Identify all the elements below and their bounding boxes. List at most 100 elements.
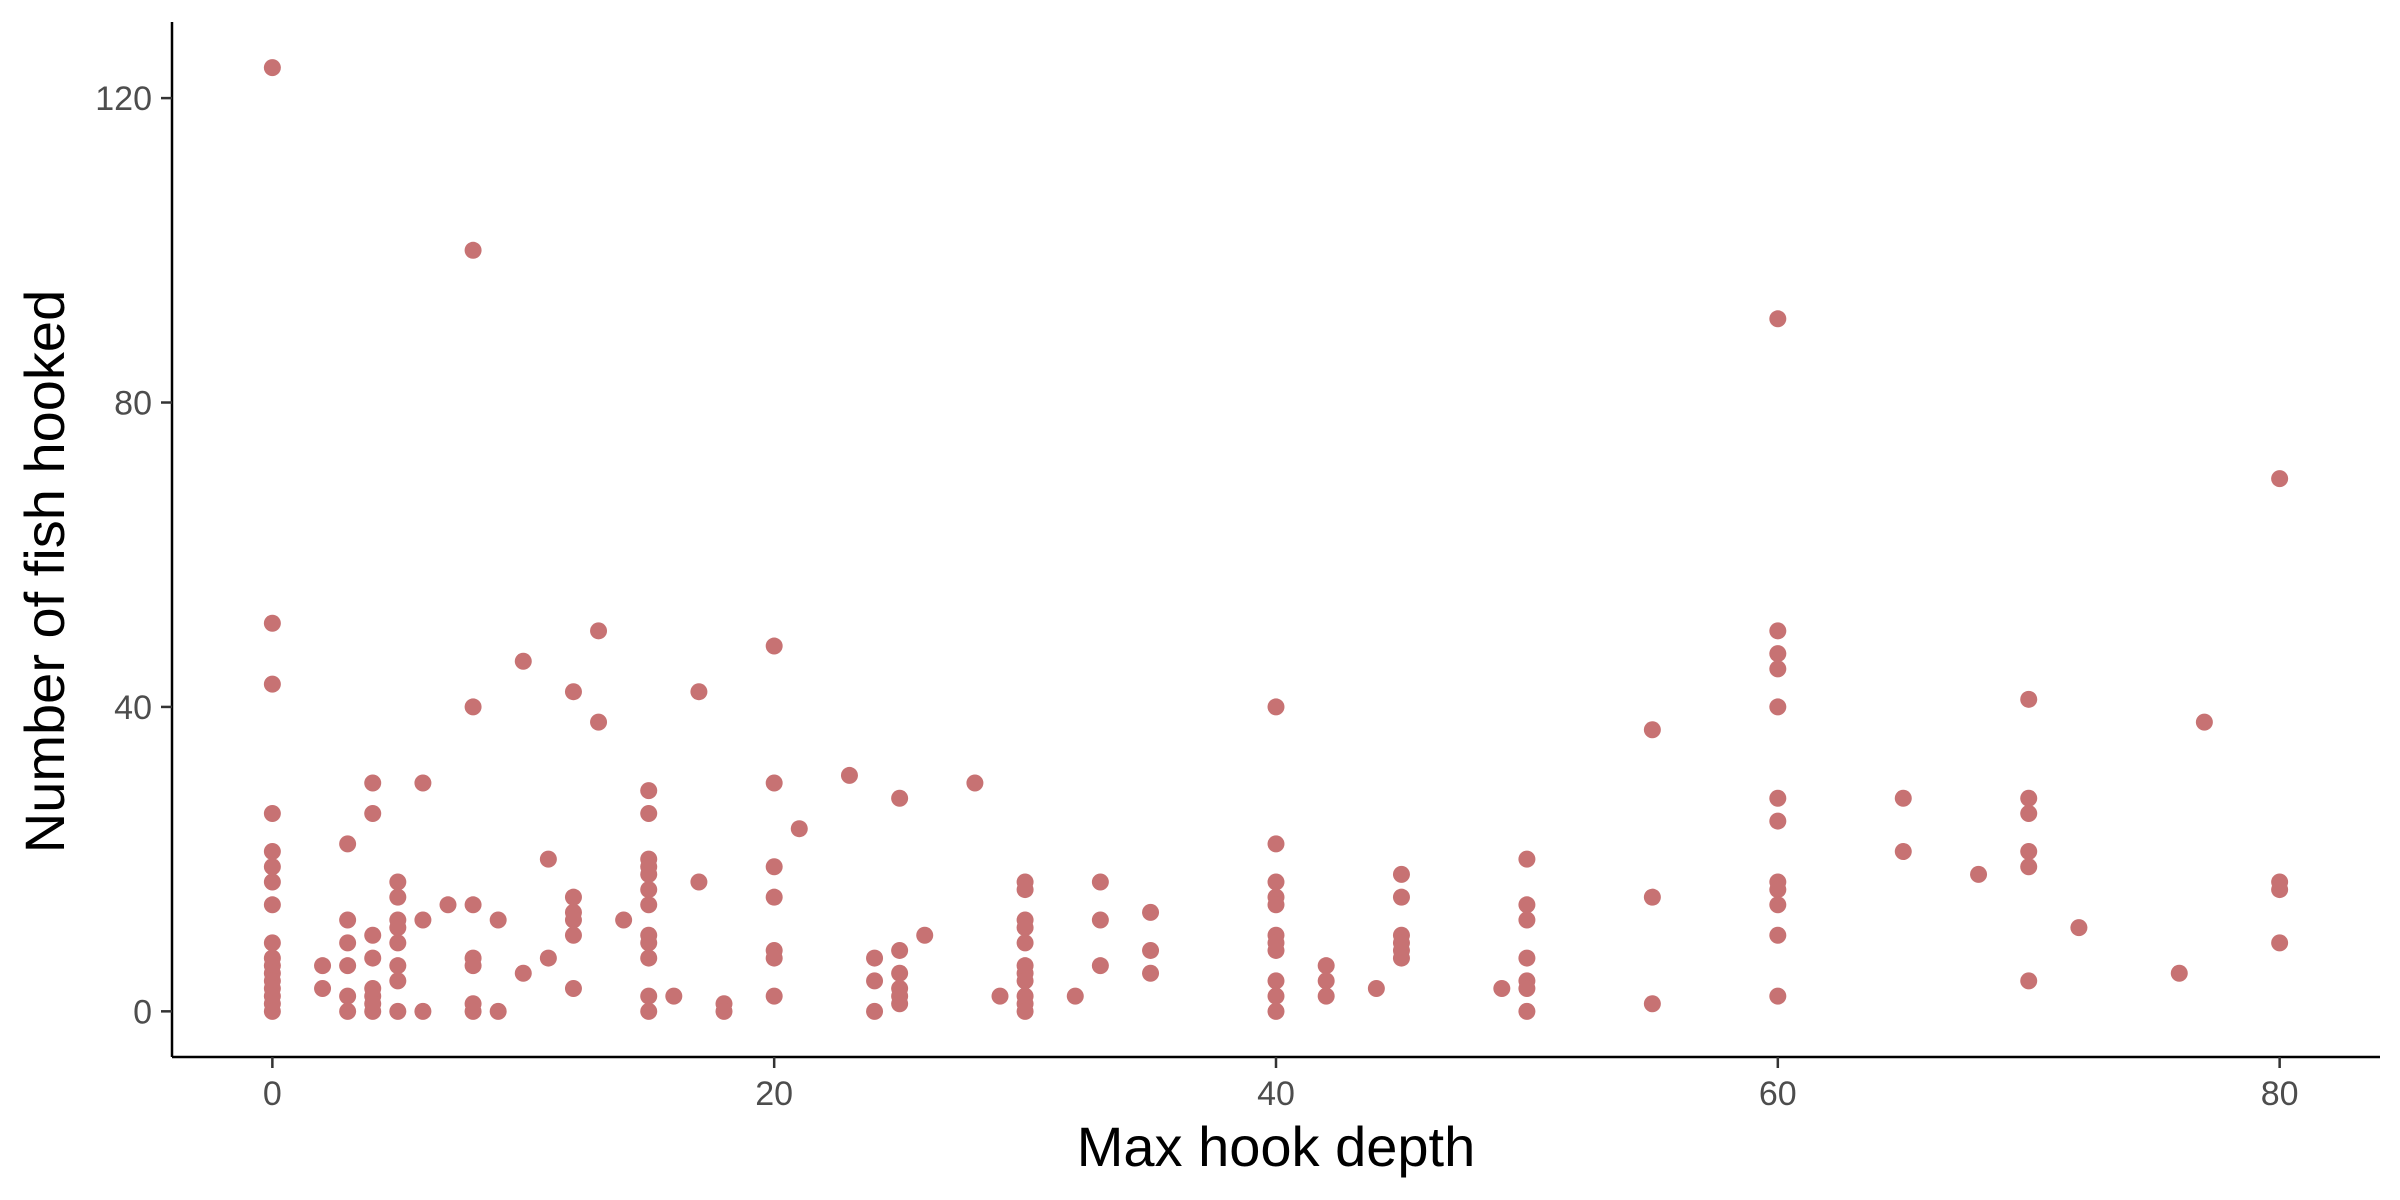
x-tick-label: 40: [1257, 1075, 1295, 1113]
data-point: [1267, 835, 1285, 853]
data-point: [1643, 721, 1661, 739]
data-point: [866, 1002, 884, 1020]
data-point: [2070, 919, 2088, 937]
data-point: [564, 911, 582, 929]
data-point: [2020, 843, 2038, 861]
data-point: [539, 850, 557, 868]
x-axis-title: Max hook depth: [1077, 1115, 1475, 1178]
data-point: [1769, 926, 1787, 944]
data-point: [1643, 995, 1661, 1013]
data-point: [1367, 980, 1385, 998]
data-point: [1016, 972, 1034, 990]
data-point: [690, 873, 708, 891]
data-point: [1317, 972, 1335, 990]
data-point: [2271, 470, 2289, 488]
y-axis-title: Number of fish hooked: [13, 290, 76, 853]
data-point: [640, 949, 658, 967]
data-point: [339, 1002, 357, 1020]
data-point: [389, 888, 407, 906]
data-point: [339, 934, 357, 952]
data-point: [1769, 660, 1787, 678]
data-point: [2020, 804, 2038, 822]
data-point: [314, 957, 332, 975]
data-point: [539, 949, 557, 967]
data-point: [991, 987, 1009, 1005]
x-tick-label: 60: [1759, 1075, 1797, 1113]
data-point: [1091, 957, 1109, 975]
data-point: [514, 652, 532, 670]
data-point: [314, 980, 332, 998]
data-point: [1769, 881, 1787, 899]
data-point: [590, 622, 608, 640]
data-point: [790, 820, 808, 838]
data-point: [1016, 934, 1034, 952]
data-point: [1392, 865, 1410, 883]
y-ticks: 0 40 80 120: [95, 80, 172, 1031]
data-point: [1493, 980, 1511, 998]
data-point: [263, 1002, 281, 1020]
data-point: [765, 637, 783, 655]
data-point: [1518, 911, 1536, 929]
x-tick-label: 0: [263, 1075, 282, 1113]
data-point: [765, 888, 783, 906]
data-point: [364, 804, 382, 822]
data-point: [439, 896, 457, 914]
data-point: [1392, 888, 1410, 906]
data-point: [1066, 987, 1084, 1005]
data-point: [339, 835, 357, 853]
data-point: [339, 987, 357, 1005]
data-point: [564, 888, 582, 906]
data-point: [489, 911, 507, 929]
x-tick-label: 80: [2261, 1075, 2299, 1113]
data-point: [389, 972, 407, 990]
data-point: [1643, 888, 1661, 906]
data-point: [640, 865, 658, 883]
data-point: [1970, 865, 1988, 883]
x-ticks: 0 20 40 60 80: [263, 1057, 2299, 1113]
data-point: [389, 934, 407, 952]
data-point: [1769, 896, 1787, 914]
data-point: [364, 949, 382, 967]
data-point: [489, 1002, 507, 1020]
data-point: [640, 804, 658, 822]
data-point: [364, 1002, 382, 1020]
data-point: [263, 804, 281, 822]
data-point: [640, 782, 658, 800]
data-point: [891, 995, 909, 1013]
data-point: [2271, 881, 2289, 899]
data-point: [590, 713, 608, 731]
data-point: [765, 949, 783, 967]
data-point: [364, 926, 382, 944]
data-point: [414, 774, 432, 792]
data-point: [263, 843, 281, 861]
data-point: [1267, 941, 1285, 959]
data-point: [665, 987, 683, 1005]
y-tick-label: 120: [95, 80, 152, 118]
data-point: [464, 896, 482, 914]
data-point: [1518, 949, 1536, 967]
data-point: [765, 987, 783, 1005]
data-point: [1091, 873, 1109, 891]
data-point: [2020, 789, 2038, 807]
data-point: [389, 873, 407, 891]
data-point: [765, 774, 783, 792]
data-point: [263, 675, 281, 693]
data-point: [1769, 645, 1787, 663]
data-point: [464, 241, 482, 259]
data-point: [640, 896, 658, 914]
data-point: [1518, 896, 1536, 914]
data-point: [866, 949, 884, 967]
data-point: [891, 941, 909, 959]
data-point: [891, 789, 909, 807]
data-point: [2020, 972, 2038, 990]
data-point: [564, 980, 582, 998]
data-point: [564, 683, 582, 701]
data-point: [891, 964, 909, 982]
data-point: [615, 911, 633, 929]
data-point: [1142, 964, 1160, 982]
data-point: [1518, 1002, 1536, 1020]
data-point: [966, 774, 984, 792]
data-point: [1142, 941, 1160, 959]
data-point: [2020, 858, 2038, 876]
